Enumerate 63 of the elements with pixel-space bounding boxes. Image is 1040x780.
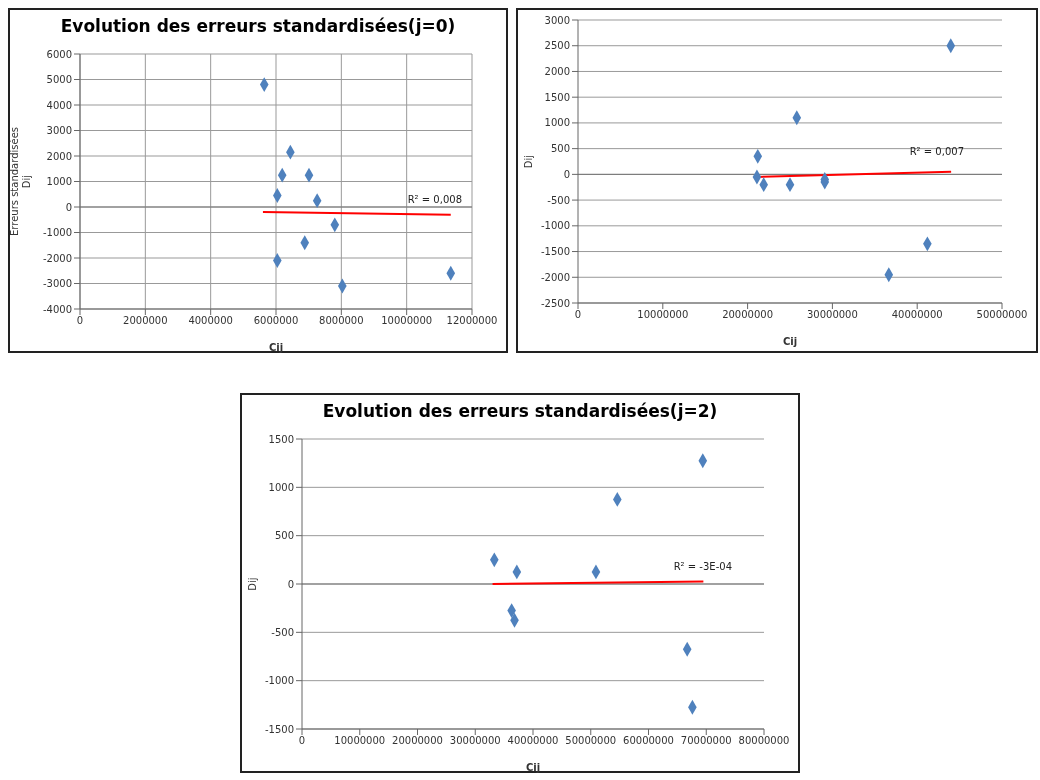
y-tick-label: 0 [563,168,570,180]
x-tick-label: 20000000 [392,735,443,747]
x-tick-label: 80000000 [738,735,790,747]
x-axis-title: Cij [525,762,541,773]
x-tick-label: 40000000 [507,735,559,747]
x-tick-label: 40000000 [891,309,943,321]
x-tick-label: 70000000 [680,735,732,747]
y-tick-label: 1000 [544,117,570,129]
y-tick-label: 3000 [544,14,570,26]
y-tick-label: 1500 [268,433,294,445]
y-tick-label: -4000 [42,303,72,315]
x-axis-title: Cij [268,342,284,353]
x-tick-label: 50000000 [565,735,617,747]
x-tick-label: 10000000 [334,735,386,747]
y-tick-label: 4000 [46,99,72,111]
chart-title: Evolution des erreurs standardisées(j=0) [59,15,457,38]
y-tick-label: 2000 [46,150,72,162]
y-tick-label: -500 [547,194,570,206]
x-tick-label: 50000000 [976,309,1028,321]
y-tick-label: 5000 [46,74,72,86]
x-tick-label: 4000000 [188,315,233,327]
y-tick-label: -3000 [42,278,72,290]
x-tick-label: 10000000 [381,315,433,327]
y-tick-label: 500 [274,530,294,542]
x-tick-label: 0 [298,735,306,747]
x-tick-label: 6000000 [253,315,299,327]
y-tick-label: 1500 [544,91,570,103]
y-tick-label: 3000 [46,125,72,137]
y-axis-title: Dij [247,577,258,591]
y-tick-label: 2500 [544,40,570,52]
x-tick-label: 12000000 [446,315,498,327]
x-tick-label: 20000000 [722,309,774,321]
y-tick-label: -2000 [42,252,72,264]
y-tick-label: 1000 [268,481,294,493]
y-tick-label: 2000 [544,66,570,77]
chart-title: Evolution des erreurs standardisées(j=2) [321,400,719,423]
x-tick-label: 8000000 [319,315,364,327]
y-tick-label: -1000 [42,227,72,239]
x-tick-label: 30000000 [449,735,501,747]
y-axis-title: Erreurs standardisées Dij [9,127,32,236]
y-tick-label: -1500 [264,723,294,735]
x-tick-label: 30000000 [806,309,858,321]
y-tick-label: 6000 [46,48,72,60]
x-tick-label: 2000000 [123,315,168,327]
y-tick-label: 0 [65,201,72,213]
x-tick-label: 0 [574,309,582,321]
x-axis-title: Cij [782,336,798,347]
annotation: R² = 0,008 [407,194,462,205]
y-tick-label: 0 [287,578,294,590]
y-tick-label: -500 [271,626,294,638]
annotation: R² = -3E-04 [673,561,732,572]
y-tick-label: -2500 [540,297,570,309]
y-tick-label: 500 [550,143,570,155]
x-tick-label: 0 [76,315,84,327]
y-tick-label: -2000 [540,271,570,283]
y-tick-label: -1000 [540,220,570,232]
y-tick-label: 1000 [46,176,72,188]
y-tick-label: -1000 [264,675,294,687]
x-tick-label: 10000000 [637,309,689,321]
y-tick-label: -1500 [540,246,570,258]
x-tick-label: 60000000 [623,735,674,747]
annotation: R² = 0,007 [909,146,964,157]
y-axis-title: Dij [523,154,534,169]
